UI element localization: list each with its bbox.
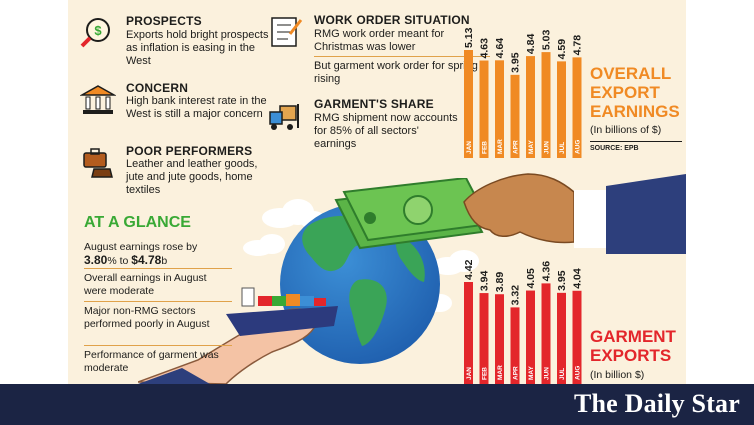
glance-item: Overall earnings in August were moderate [84, 268, 232, 298]
cash-illustration [334, 178, 492, 250]
bar-value-label: 3.94 [479, 270, 491, 291]
magnifier-dollar-icon: $ [80, 16, 116, 48]
category-label: MAY [528, 365, 535, 380]
bar-value-label: 4.36 [541, 261, 553, 282]
glance-item-text: August earnings rose by [84, 241, 198, 253]
category-label: JUN [544, 141, 551, 154]
prospects-text: Exports hold bright prospects as inflati… [126, 29, 269, 67]
bar-value-label: 5.03 [541, 30, 553, 51]
bar-value-label: 4.59 [556, 39, 568, 60]
concern-title: CONCERN [126, 81, 189, 95]
bar-value-label: 4.64 [494, 38, 506, 59]
glance-item: Performance of garment was moderate [84, 345, 232, 375]
bar-apr [510, 307, 520, 384]
bar-aug [572, 57, 582, 158]
bar-jul [557, 292, 566, 384]
bar-value-label: 5.13 [463, 27, 475, 48]
bar-aug [572, 290, 582, 384]
glance-item: Major non-RMG sectors performed poorly i… [84, 301, 232, 331]
infographic-panel: $ PROSPECTS Exports hold bright prospect… [68, 0, 686, 384]
bank-icon [79, 84, 117, 116]
divider [590, 141, 682, 142]
at-a-glance-title: AT A GLANCE [84, 214, 191, 231]
glance-amount: $4.78 [131, 253, 162, 267]
glance-percent-unit: % [107, 255, 117, 267]
cloud-decoration [432, 250, 479, 275]
poor-performers-text: Leather and leather goods, jute and jute… [126, 158, 258, 196]
bar-feb [479, 60, 489, 158]
category-label: MAR [497, 139, 504, 154]
bar-jan [464, 50, 473, 158]
glance-item: August earnings rose by 3.80% to $4.78b [84, 238, 232, 268]
bar-value-label: 3.95 [510, 52, 522, 73]
concern-text: High bank interest rate in the West is s… [126, 95, 267, 120]
bar-value-label: 3.32 [510, 285, 522, 306]
glance-connector: to [116, 255, 132, 267]
garment-exports-chart-subtitle: (In billion $) [590, 369, 645, 381]
category-label: MAY [528, 139, 535, 154]
garment-exports-chart-title: GARMENT EXPORTS [590, 327, 676, 365]
bar-value-label: 4.84 [525, 34, 537, 55]
checklist-icon [268, 14, 304, 47]
bar-value-label: 4.42 [463, 259, 475, 280]
bar-may [526, 56, 535, 158]
footer-bar: The Daily Star [0, 384, 754, 425]
category-label: AUG [575, 140, 582, 154]
bar-value-label: 4.63 [479, 38, 491, 59]
category-label: FEB [482, 141, 489, 154]
cloud-decoration [243, 234, 285, 256]
category-label: APR [513, 366, 520, 380]
category-label: MAR [497, 365, 504, 380]
bar-value-label: 3.89 [494, 272, 506, 293]
category-label: JUL [559, 142, 566, 154]
bar-value-label: 4.78 [572, 35, 583, 56]
bar-value-label: 4.05 [525, 268, 537, 289]
bar-value-label: 4.04 [572, 268, 583, 289]
divider [314, 56, 490, 57]
bar-mar [495, 294, 504, 384]
forklift-icon [268, 100, 304, 132]
prospects-title: PROSPECTS [126, 14, 202, 28]
bar-value-label: 3.95 [556, 270, 568, 291]
svg-text:$: $ [94, 23, 102, 38]
brand-logo: The Daily Star [573, 389, 740, 418]
bar-jul [557, 61, 566, 158]
category-label: APR [513, 140, 520, 154]
glance-amount-unit: b [161, 255, 168, 267]
garment-share-text: RMG shipment now accounts for 85% of all… [314, 112, 458, 150]
overall-export-chart: 5.13 JAN 4.63 FEB 4.64 MAR 3.95 APR 4.84 MAY 5.03 J… [463, 27, 583, 158]
category-label: JUL [559, 368, 566, 380]
bar-mar [495, 60, 504, 158]
category-label: JAN [466, 367, 473, 380]
chart-source: SOURCE: EPB [590, 145, 639, 152]
glance-percent: 3.80 [84, 253, 108, 267]
hand-with-cash-illustration [463, 173, 686, 254]
category-label: JAN [466, 141, 473, 154]
work-order-text-2: But garment work order for spring is ris… [314, 60, 489, 85]
category-label: JUN [544, 367, 551, 380]
bar-apr [510, 74, 520, 158]
overall-export-chart-title: OVERALL EXPORT EARNINGS [590, 64, 680, 121]
work-order-title: WORK ORDER SITUATION [314, 13, 470, 27]
bar-jun [541, 52, 551, 158]
garment-exports-chart: 4.42 JAN 3.94 FEB 3.89 MAR 3.32 APR 4.05 MAY 4.36 J… [463, 259, 583, 384]
bar-jun [541, 283, 551, 384]
bar-feb [479, 293, 489, 384]
category-label: FEB [482, 367, 489, 380]
overall-export-chart-subtitle: (In billions of $) [590, 124, 662, 136]
bar-may [526, 290, 535, 384]
leather-goods-icon [80, 147, 116, 179]
garment-share-title: GARMENT'S SHARE [314, 97, 434, 111]
poor-performers-title: POOR PERFORMERS [126, 144, 253, 158]
category-label: AUG [575, 366, 582, 380]
hand-with-ship-illustration [138, 287, 338, 384]
bar-jan [464, 282, 473, 384]
work-order-text: RMG work order meant for Christmas was l… [314, 28, 445, 53]
